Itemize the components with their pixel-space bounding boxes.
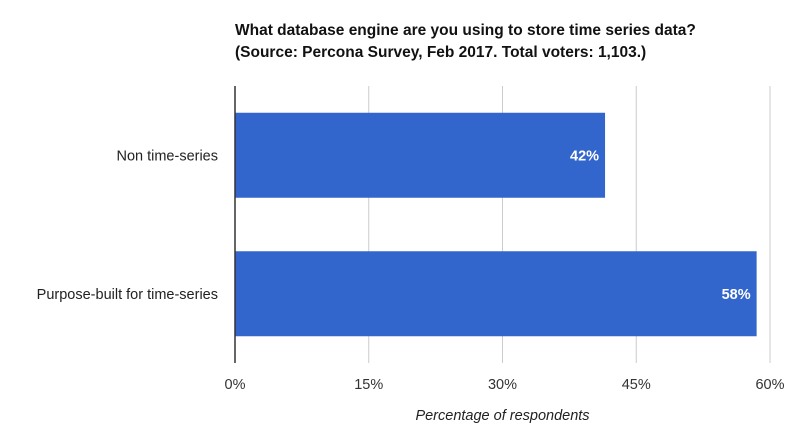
x-axis-title: Percentage of respondents xyxy=(415,408,589,424)
x-tick-label: 30% xyxy=(488,377,517,393)
x-tick-label: 60% xyxy=(755,377,784,393)
bars xyxy=(235,112,757,337)
data-label: 42% xyxy=(570,148,599,164)
chart-title: What database engine are you using to st… xyxy=(235,20,795,64)
chart-title-line-2: (Source: Percona Survey, Feb 2017. Total… xyxy=(235,44,647,61)
chart-title-line-1: What database engine are you using to st… xyxy=(235,22,696,39)
x-tick-label: 0% xyxy=(225,377,246,393)
bar-2 xyxy=(235,251,757,337)
x-tick-label: 15% xyxy=(354,377,383,393)
labels: 0% 15% 30% 45% 60% Non time-series 42% Purpose-… xyxy=(37,148,785,393)
x-tick-label: 45% xyxy=(622,377,651,393)
category-label: Purpose-built for time-series xyxy=(37,287,218,303)
category-label: Non time-series xyxy=(116,148,218,164)
bar-1 xyxy=(235,112,606,198)
data-label: 58% xyxy=(722,287,751,303)
